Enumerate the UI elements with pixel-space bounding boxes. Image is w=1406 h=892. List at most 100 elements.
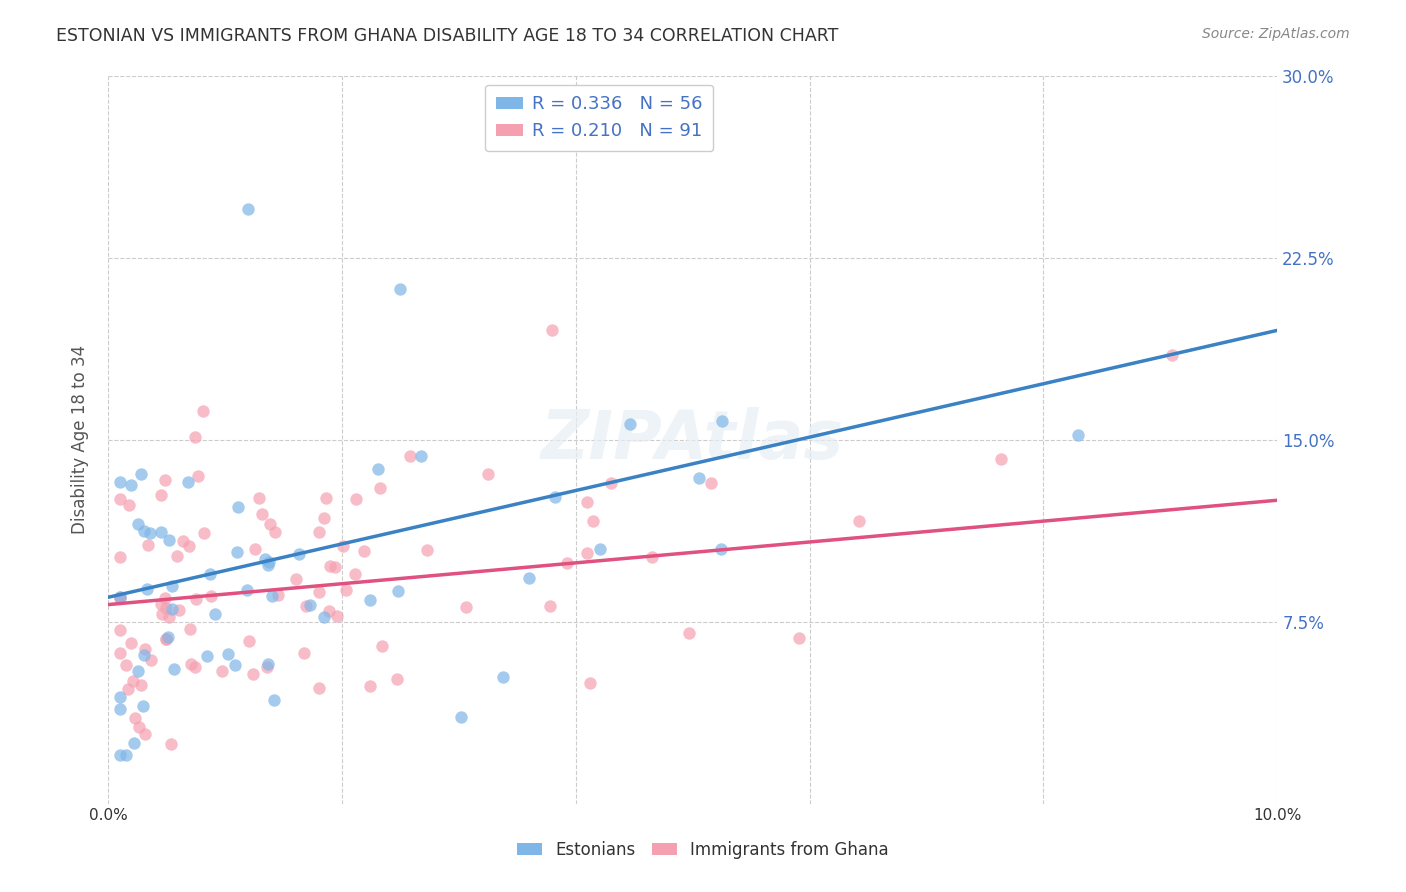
Point — [108, 748, 131, 763]
Point — [198, 566, 221, 581]
Point — [1067, 427, 1090, 442]
Point — [108, 702, 131, 716]
Point — [236, 582, 259, 597]
Point — [228, 500, 250, 514]
Point — [332, 540, 354, 554]
Point — [287, 547, 309, 561]
Point — [256, 660, 278, 674]
Point — [136, 582, 159, 596]
Legend: R = 0.336   N = 56, R = 0.210   N = 91: R = 0.336 N = 56, R = 0.210 N = 91 — [485, 85, 713, 152]
Point — [544, 490, 567, 504]
Point — [710, 542, 733, 557]
Point — [555, 557, 578, 571]
Point — [711, 414, 734, 428]
Point — [267, 588, 290, 602]
Y-axis label: Disability Age 18 to 34: Disability Age 18 to 34 — [72, 345, 89, 534]
Point — [256, 558, 278, 573]
Point — [132, 648, 155, 662]
Point — [257, 657, 280, 671]
Point — [450, 710, 472, 724]
Point — [688, 471, 710, 485]
Point — [204, 607, 226, 621]
Point — [141, 653, 163, 667]
Point — [398, 449, 420, 463]
Point — [308, 681, 330, 695]
Point — [541, 323, 564, 337]
Text: ZIPAtlas: ZIPAtlas — [541, 407, 844, 473]
Point — [153, 473, 176, 487]
Point — [295, 599, 318, 613]
Point — [179, 622, 201, 636]
Point — [575, 494, 598, 508]
Point — [292, 646, 315, 660]
Point — [359, 679, 381, 693]
Point — [308, 524, 330, 539]
Point — [124, 711, 146, 725]
Point — [128, 720, 150, 734]
Point — [477, 467, 499, 481]
Point — [257, 555, 280, 569]
Point — [848, 514, 870, 528]
Point — [191, 403, 214, 417]
Point — [312, 610, 335, 624]
Point — [120, 636, 142, 650]
Legend: Estonians, Immigrants from Ghana: Estonians, Immigrants from Ghana — [510, 835, 896, 866]
Point — [344, 566, 367, 581]
Point — [314, 511, 336, 525]
Text: Source: ZipAtlas.com: Source: ZipAtlas.com — [1202, 27, 1350, 41]
Point — [247, 491, 270, 505]
Point — [335, 583, 357, 598]
Point — [117, 681, 139, 696]
Point — [323, 560, 346, 574]
Point — [699, 475, 721, 490]
Point — [242, 666, 264, 681]
Point — [108, 591, 131, 605]
Point — [184, 591, 207, 606]
Point — [139, 525, 162, 540]
Point — [385, 672, 408, 686]
Point — [263, 693, 285, 707]
Point — [990, 451, 1012, 466]
Point — [172, 534, 194, 549]
Point — [108, 475, 131, 489]
Point — [108, 591, 131, 605]
Point — [250, 508, 273, 522]
Point — [319, 559, 342, 574]
Point — [599, 475, 621, 490]
Point — [371, 640, 394, 654]
Point — [149, 598, 172, 612]
Point — [344, 491, 367, 506]
Point — [370, 482, 392, 496]
Point — [115, 658, 138, 673]
Point — [454, 600, 477, 615]
Point — [678, 626, 700, 640]
Point — [538, 599, 561, 613]
Point — [108, 690, 131, 704]
Point — [159, 737, 181, 751]
Point — [166, 549, 188, 564]
Point — [389, 282, 412, 296]
Point — [136, 538, 159, 552]
Point — [315, 491, 337, 505]
Point — [108, 492, 131, 507]
Point — [134, 642, 156, 657]
Point — [387, 583, 409, 598]
Point — [225, 545, 247, 559]
Point — [129, 467, 152, 481]
Point — [619, 417, 641, 431]
Point — [517, 571, 540, 585]
Point — [193, 525, 215, 540]
Point — [367, 462, 389, 476]
Point — [124, 736, 146, 750]
Point — [254, 552, 277, 566]
Point — [582, 514, 605, 528]
Point — [575, 546, 598, 560]
Point — [157, 533, 180, 547]
Point — [157, 609, 180, 624]
Point — [108, 623, 131, 637]
Point — [217, 647, 239, 661]
Point — [243, 542, 266, 557]
Point — [492, 670, 515, 684]
Point — [122, 673, 145, 688]
Point — [117, 499, 139, 513]
